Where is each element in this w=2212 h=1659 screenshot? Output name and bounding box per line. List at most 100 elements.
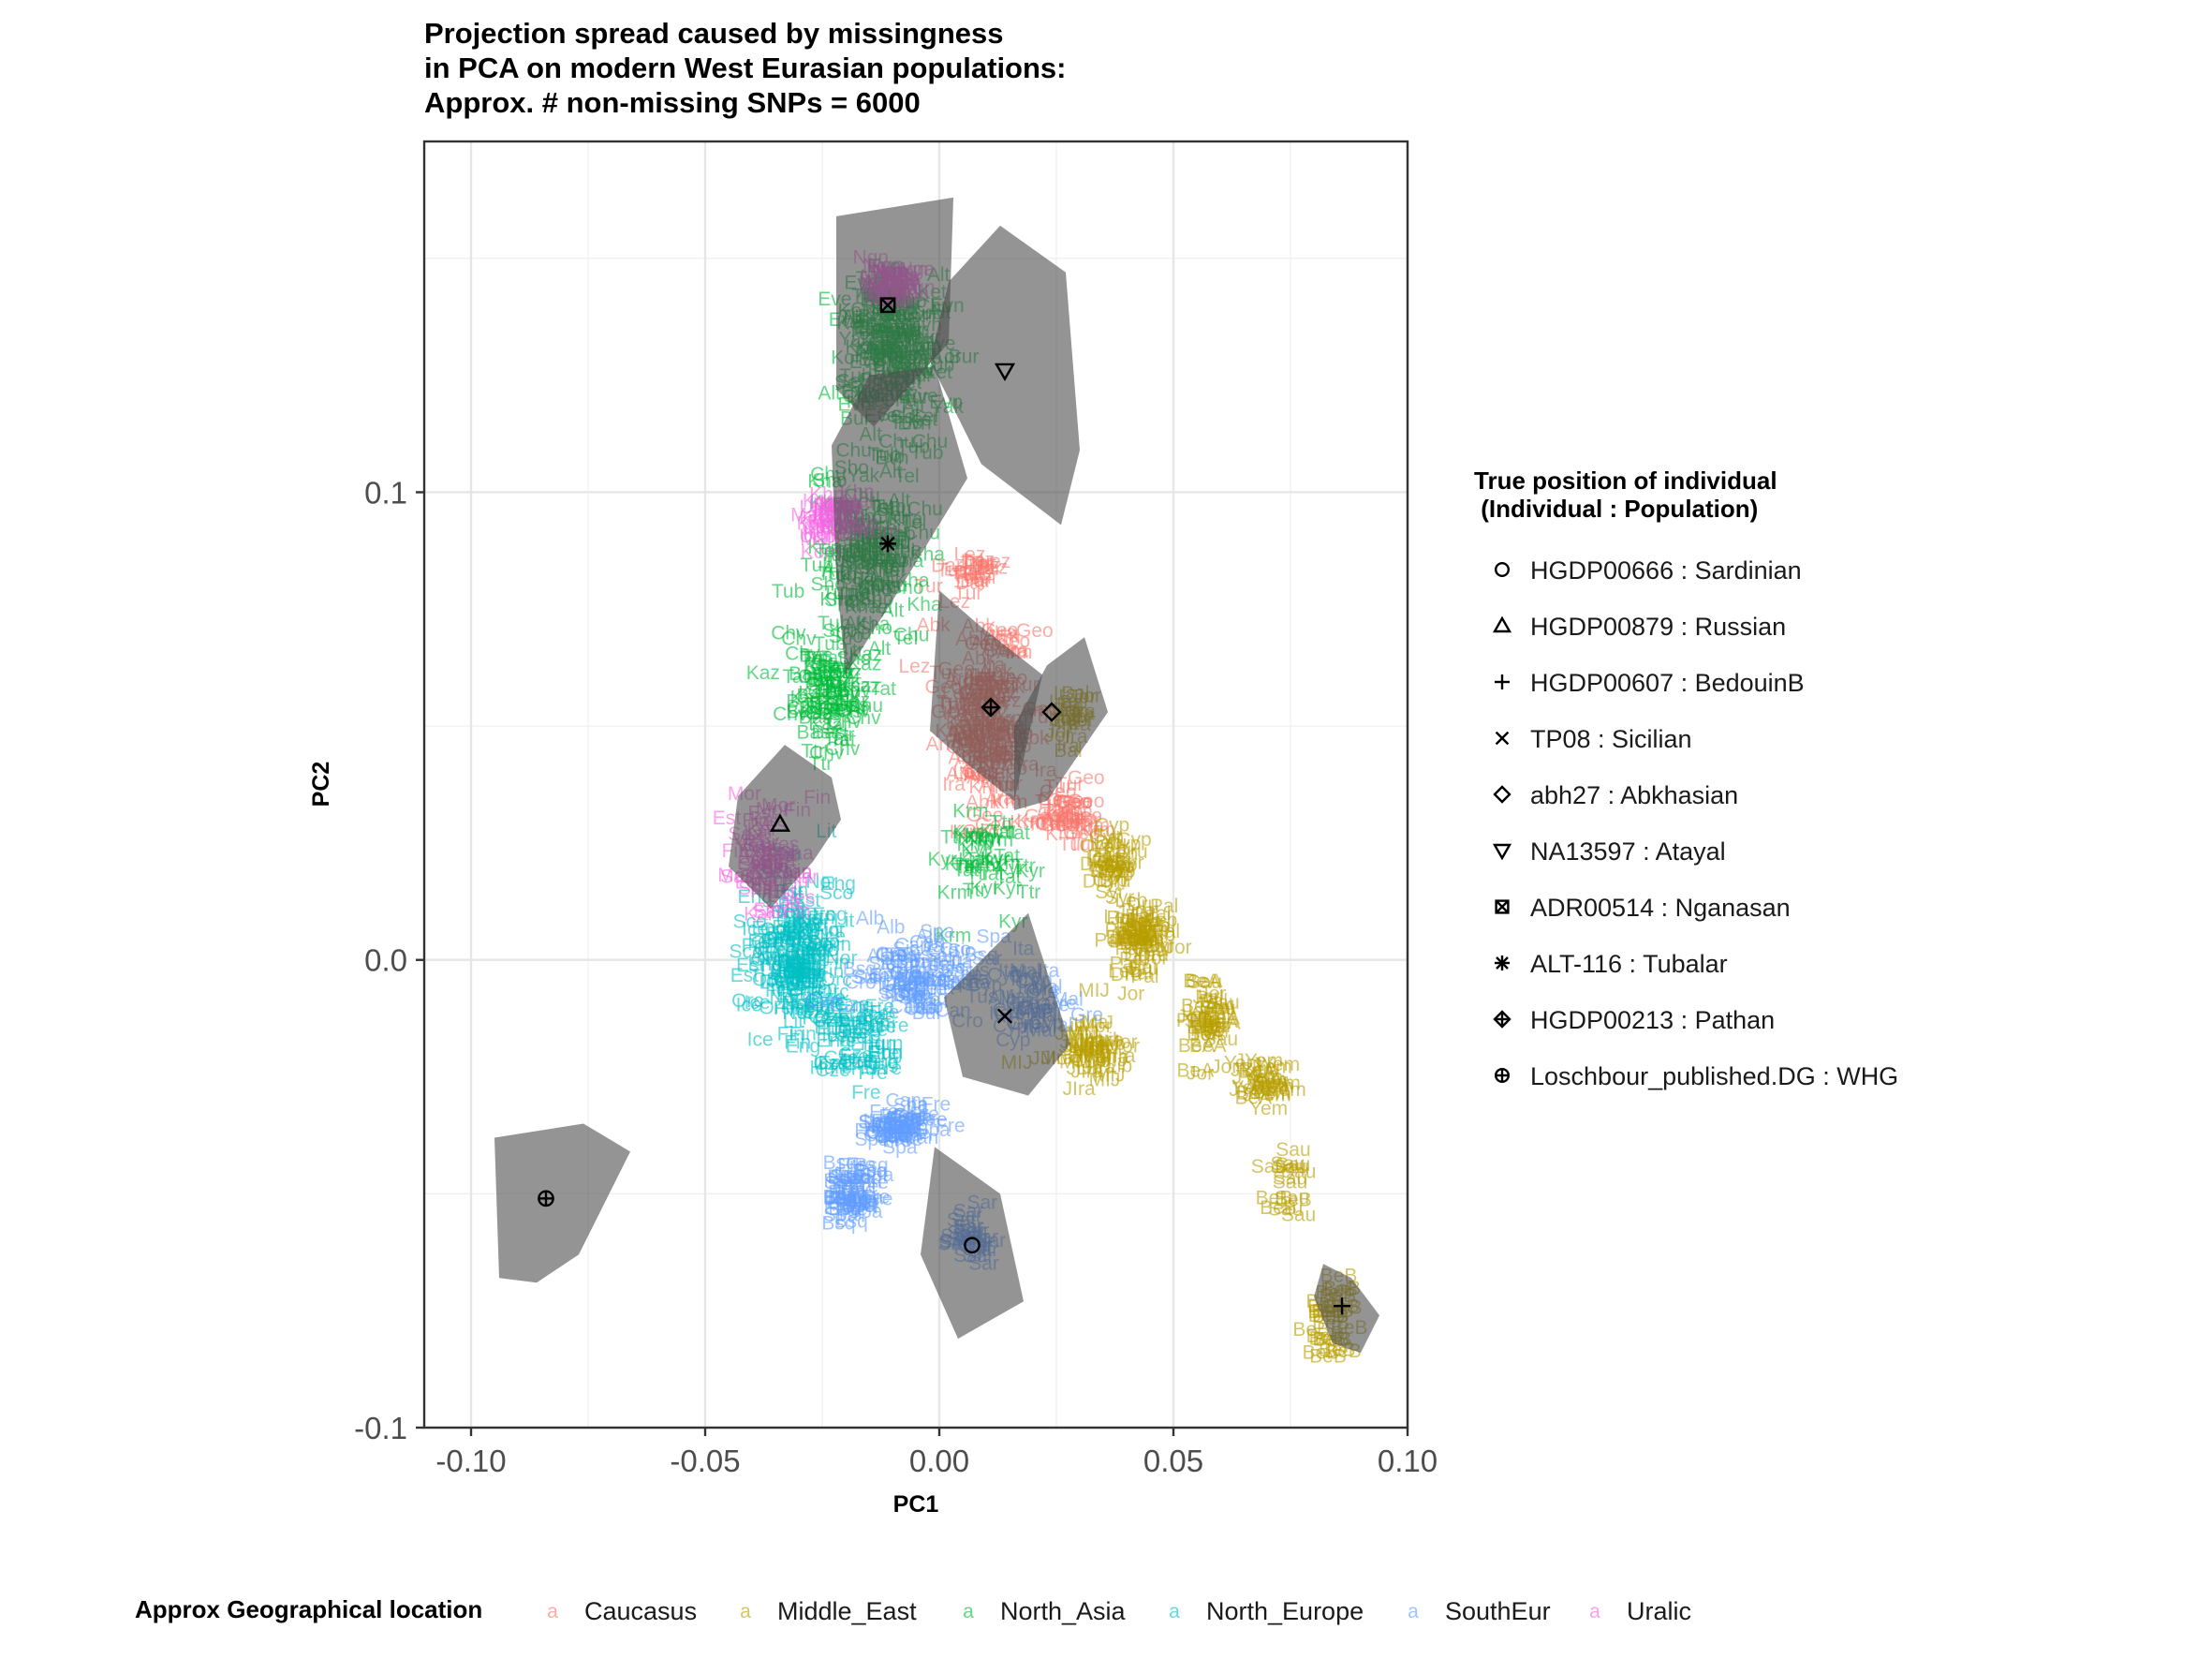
population-label-north-asia: Bas [826,695,860,717]
population-label-middle-east: Lib [1098,1029,1124,1051]
population-label-caucasus: Krm [1010,812,1046,834]
population-label-middle-east: Pal [1176,1010,1204,1031]
individual-legend-label: HGDP00213 : Pathan [1530,1006,1775,1034]
population-label-north-asia: Chv [807,681,843,703]
population-label-north-asia: Tat [818,647,844,669]
population-label-north-asia: Ttr [963,880,987,901]
population-label-north-europe: Ice [771,979,797,1000]
legend-asterisk-marker [1495,955,1510,970]
population-label-middle-east: Cyp [1089,826,1124,848]
population-label-middle-east: MIJ [1082,1013,1113,1034]
population-label-middle-east: Yem [1224,1053,1262,1074]
population-label-middle-east: BeA [1202,1008,1240,1029]
population-label-north-asia: Kha [807,537,843,558]
population-label-middle-east: Pal [1150,896,1178,917]
population-label-caucasus: Tur [1058,834,1087,855]
population-label-north-europe: Ice [813,1052,839,1074]
population-label-middle-east: Sau [1203,1029,1238,1050]
population-label-middle-east: MIJ [1094,1064,1126,1086]
population-label-north-asia: Tub [813,633,846,655]
population-label-north-europe: Orc [804,904,835,926]
population-label-north-asia: Kaz [814,681,848,703]
population-label-north-asia: Kaz [847,675,880,697]
population-label-middle-east: Yem [1246,1074,1285,1096]
population-label-middle-east: Lib [1106,1055,1132,1076]
population-label-north-europe: Orc [774,970,805,991]
population-label-north-europe: Est [781,993,810,1015]
individual-legend-label: TP08 : Sicilian [1530,725,1692,753]
population-label-caucasus: Tur [960,564,989,585]
population-label-north-asia: Bas [809,670,843,691]
population-label-north-europe: Ice [747,1029,774,1050]
population-label-middle-east: JMor [1069,1036,1113,1058]
population-label-north-asia: Kaz [799,703,833,724]
population-label-north-europe: Nor [792,962,824,984]
population-label-caucasus: Geo [1040,815,1077,837]
population-label-north-asia: Ttr [831,724,855,746]
population-label-caucasus: Abk [946,763,981,785]
population-label-middle-east: Leb [1105,843,1138,865]
population-label-middle-east: Yem [1252,1083,1290,1104]
population-label-north-asia: Kaz [848,654,881,675]
population-label-caucasus: Geo [1038,803,1075,824]
population-label-north-europe: Orc [788,928,819,950]
population-label-north-asia: Bas [811,722,845,744]
population-label-north-asia: Kaz [790,687,824,708]
population-label-middle-east: BeB [1303,1342,1340,1364]
population-label-north-asia: Krm [964,826,1000,848]
population-label-middle-east: Syr [1095,881,1125,903]
population-label-north-asia: Bas [799,706,833,728]
population-label-middle-east: Pal [1147,915,1175,937]
population-label-north-asia: Tel [814,540,839,561]
population-label-north-asia: Ttr [1011,855,1036,877]
population-label-caucasus: Tur [1042,801,1071,822]
population-label-north-europe: Nor [797,932,829,954]
population-label-north-europe: Eng [784,968,818,989]
population-label-caucasus: Lez [963,557,995,579]
population-label-north-asia: Krm [965,827,1001,849]
population-label-middle-east: Jor [1193,1015,1220,1037]
population-label-north-asia: Ttr [845,697,869,718]
population-label-middle-east: Jor [1139,928,1166,950]
population-label-middle-east: BeA [1181,995,1218,1016]
population-label-middle-east: MIJ [1073,1039,1105,1060]
population-label-north-europe: Fin [774,998,801,1019]
population-label-caucasus: Geo [1068,791,1105,812]
population-label-north-asia: Chv [824,688,860,709]
population-label-north-europe: Lit [782,911,803,932]
population-label-north-asia: Krm [980,821,1016,842]
population-label-middle-east: Leb [1092,851,1125,872]
population-label-north-europe: Eng [766,924,801,945]
population-label-north-europe: Lit [783,1011,804,1032]
population-label-middle-east: Jor [1183,1000,1210,1022]
population-label-north-europe: Eng [821,873,856,895]
population-label-caucasus: Krm [1045,806,1082,827]
population-label-middle-east: MIJ [1068,1023,1099,1044]
population-label-north-europe: Sco [732,911,766,932]
population-label-middle-east: Sau [1268,1198,1303,1220]
population-label-middle-east: Pal [1189,1008,1217,1029]
population-label-north-asia: Ttr [828,693,852,715]
population-label-north-europe: Nor [776,948,808,970]
population-label-middle-east: JMor [1063,1036,1107,1058]
population-label-north-asia: Ttr [940,827,965,849]
population-label-north-europe: Nor [767,928,799,950]
population-label-north-europe: Orc [752,970,784,991]
population-label-middle-east: BeA [1186,970,1223,992]
individual-legend-label: HGDP00607 : BedouinB [1530,669,1805,697]
population-label-north-europe: Lit [784,907,804,928]
population-label-middle-east: Sau [1273,1172,1307,1193]
population-label-north-europe: Sco [771,902,804,924]
x-tick-label: -0.05 [670,1444,740,1478]
population-label-middle-east: Sau [1201,998,1235,1019]
population-label-caucasus: Geo [1063,822,1100,844]
population-label-north-asia: Kyr [961,840,991,862]
population-label-middle-east: Leb [1128,911,1161,932]
population-label-middle-east: Leb [1114,890,1147,911]
population-label-middle-east: Jor [1164,937,1191,958]
population-label-north-asia: Bas [806,668,840,689]
population-label-middle-east: Pal [1139,923,1167,944]
population-label-middle-east: Pal [1188,1010,1217,1031]
population-label-north-europe: Fin [798,965,825,986]
population-label-north-europe: Eng [786,916,820,938]
